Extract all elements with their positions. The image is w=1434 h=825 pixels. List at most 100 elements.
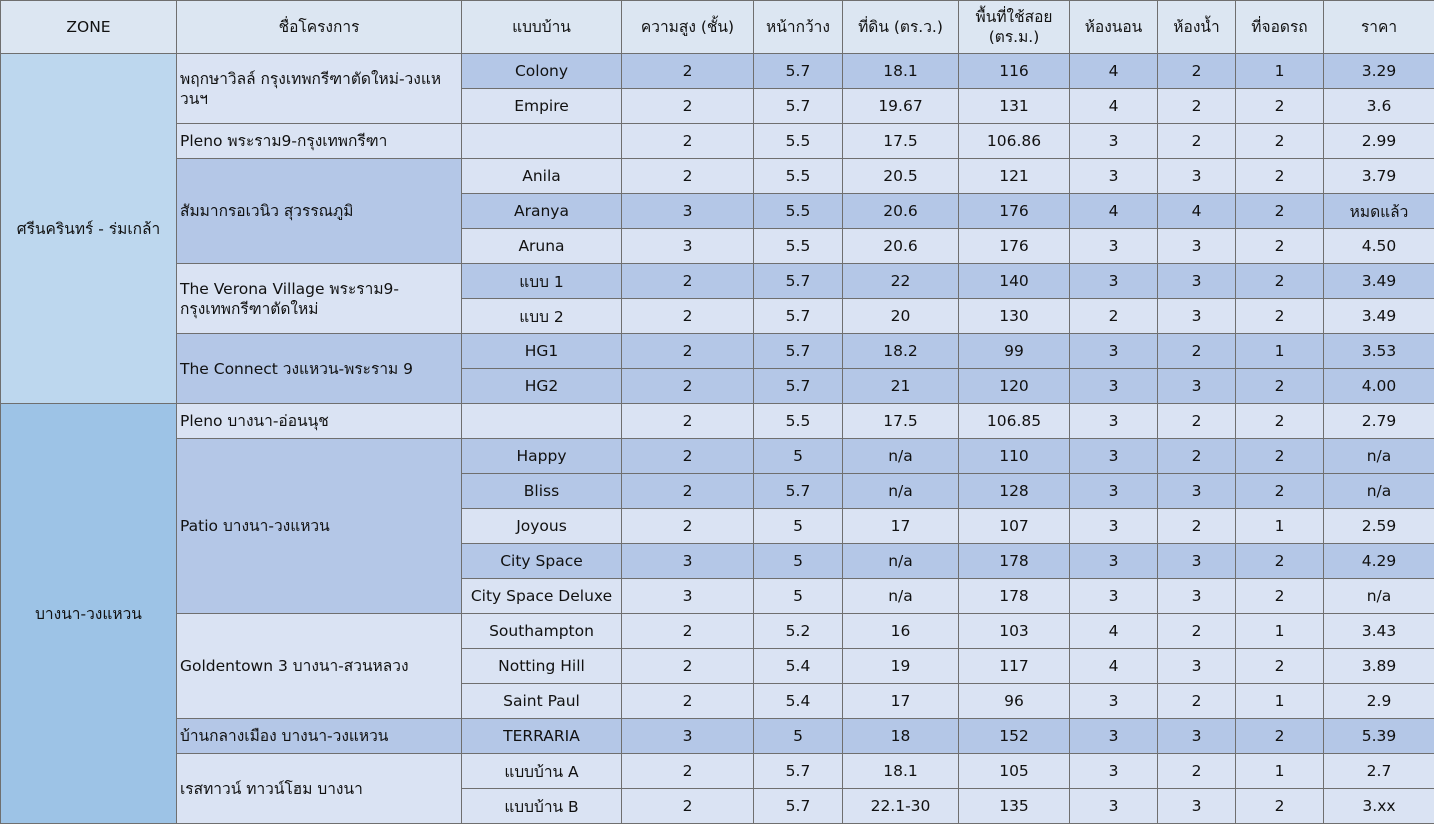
frontage-cell: 5	[753, 718, 843, 754]
price-cell: 5.39	[1323, 718, 1434, 754]
land-cell: 20.6	[842, 228, 959, 264]
header-area-line2: (ตร.ม.)	[988, 28, 1040, 46]
bedrooms-cell: 4	[1069, 193, 1158, 229]
table-row: Empire 2 5.7 19.67 131 4 2 2 3.6	[1, 88, 1434, 124]
area-cell: 128	[958, 473, 1070, 509]
frontage-cell: 5.7	[753, 368, 843, 404]
price-cell: 3.xx	[1323, 788, 1434, 824]
area-cell: 178	[958, 543, 1070, 579]
area-cell: 176	[958, 228, 1070, 264]
land-cell: 18.1	[842, 53, 959, 89]
table-row: ศรีนครินทร์ - ร่มเกล้า พฤกษาวิลล์ กรุงเท…	[0, 53, 1434, 404]
table-row: Notting Hill 2 5.4 19 117 4 3 2 3.89	[1, 648, 1434, 684]
bathrooms-cell: 3	[1157, 578, 1236, 614]
bathrooms-cell: 4	[1157, 193, 1236, 229]
land-cell: 18	[842, 718, 959, 754]
header-area-line1: พื้นที่ใช้สอย	[975, 8, 1053, 26]
area-cell: 120	[958, 368, 1070, 404]
area-cell: 130	[958, 298, 1070, 334]
header-land: ที่ดิน (ตร.ว.)	[842, 0, 959, 54]
model-cell: HG2	[461, 368, 622, 404]
model-cell: HG1	[461, 333, 622, 369]
table-row: แบบ 2 2 5.7 20 130 2 3 2 3.49	[1, 298, 1434, 334]
project-cell: Patio บางนา-วงแหวน	[176, 438, 462, 614]
bedrooms-cell: 3	[1069, 403, 1158, 439]
bedrooms-cell: 3	[1069, 158, 1158, 194]
price-cell: 2.79	[1323, 403, 1434, 439]
table-row: Joyous 2 5 17 107 3 2 1 2.59	[1, 508, 1434, 544]
header-bathrooms: ห้องน้ำ	[1157, 0, 1236, 54]
price-cell: 3.53	[1323, 333, 1434, 369]
model-cell	[461, 403, 622, 439]
model-cell: แบบ 1	[461, 263, 622, 299]
frontage-cell: 5.4	[753, 648, 843, 684]
parking-cell: 2	[1235, 263, 1324, 299]
bedrooms-cell: 3	[1069, 368, 1158, 404]
table-row: สัมมากรอเวนิว สุวรรณภูมิ Anila 2 5.5 20.…	[1, 158, 1434, 264]
area-cell: 103	[958, 613, 1070, 649]
table-row: City Space 3 5 n/a 178 3 3 2 4.29	[1, 543, 1434, 579]
floors-cell: 2	[621, 263, 754, 299]
parking-cell: 1	[1235, 683, 1324, 719]
land-cell: n/a	[842, 473, 959, 509]
table-row: บางนา-วงแหวน Pleno บางนา-อ่อนนุช 2 5.5 1…	[0, 403, 1434, 824]
land-cell: 18.1	[842, 753, 959, 789]
land-cell: 20.6	[842, 193, 959, 229]
price-cell: 2.7	[1323, 753, 1434, 789]
model-cell	[461, 123, 622, 159]
bathrooms-cell: 2	[1157, 123, 1236, 159]
frontage-cell: 5.7	[753, 263, 843, 299]
land-cell: 17.5	[842, 403, 959, 439]
bathrooms-cell: 2	[1157, 53, 1236, 89]
floors-cell: 2	[621, 788, 754, 824]
table-row: Goldentown 3 บางนา-สวนหลวง Southampton 2…	[1, 613, 1434, 719]
land-cell: n/a	[842, 578, 959, 614]
parking-cell: 2	[1235, 228, 1324, 264]
bedrooms-cell: 3	[1069, 508, 1158, 544]
price-cell: 4.00	[1323, 368, 1434, 404]
bedrooms-cell: 4	[1069, 648, 1158, 684]
bedrooms-cell: 3	[1069, 123, 1158, 159]
parking-cell: 2	[1235, 543, 1324, 579]
frontage-cell: 5.5	[753, 228, 843, 264]
table-row: The Connect วงแหวน-พระราม 9 HG1 2 5.7 18…	[1, 333, 1434, 404]
parking-cell: 2	[1235, 368, 1324, 404]
table-row: Patio บางนา-วงแหวน Happy 2 5 n/a 110 3 2…	[1, 438, 1434, 614]
area-cell: 116	[958, 53, 1070, 89]
price-cell: 4.50	[1323, 228, 1434, 264]
frontage-cell: 5.7	[753, 788, 843, 824]
floors-cell: 2	[621, 158, 754, 194]
bathrooms-cell: 3	[1157, 543, 1236, 579]
area-cell: 121	[958, 158, 1070, 194]
floors-cell: 3	[621, 228, 754, 264]
bathrooms-cell: 3	[1157, 298, 1236, 334]
bathrooms-cell: 2	[1157, 333, 1236, 369]
parking-cell: 2	[1235, 648, 1324, 684]
header-row: ZONE ชื่อโครงการ แบบบ้าน ความสูง (ชั้น) …	[0, 0, 1434, 54]
price-cell: 3.79	[1323, 158, 1434, 194]
table-row: HG2 2 5.7 21 120 3 3 2 4.00	[1, 368, 1434, 404]
model-cell: Aruna	[461, 228, 622, 264]
parking-cell: 1	[1235, 753, 1324, 789]
floors-cell: 2	[621, 368, 754, 404]
frontage-cell: 5.5	[753, 158, 843, 194]
frontage-cell: 5.7	[753, 88, 843, 124]
header-parking: ที่จอดรถ	[1235, 0, 1324, 54]
area-cell: 107	[958, 508, 1070, 544]
bathrooms-cell: 3	[1157, 368, 1236, 404]
parking-cell: 2	[1235, 403, 1324, 439]
model-cell: City Space Deluxe	[461, 578, 622, 614]
parking-cell: 2	[1235, 193, 1324, 229]
bedrooms-cell: 3	[1069, 718, 1158, 754]
parking-cell: 1	[1235, 53, 1324, 89]
price-cell: 3.29	[1323, 53, 1434, 89]
area-cell: 178	[958, 578, 1070, 614]
floors-cell: 2	[621, 123, 754, 159]
header-floors: ความสูง (ชั้น)	[621, 0, 754, 54]
header-frontage: หน้ากว้าง	[753, 0, 843, 54]
model-cell: แบบ 2	[461, 298, 622, 334]
land-cell: 16	[842, 613, 959, 649]
table-row: City Space Deluxe 3 5 n/a 178 3 3 2 n/a	[1, 578, 1434, 614]
floors-cell: 2	[621, 53, 754, 89]
price-cell: 2.59	[1323, 508, 1434, 544]
